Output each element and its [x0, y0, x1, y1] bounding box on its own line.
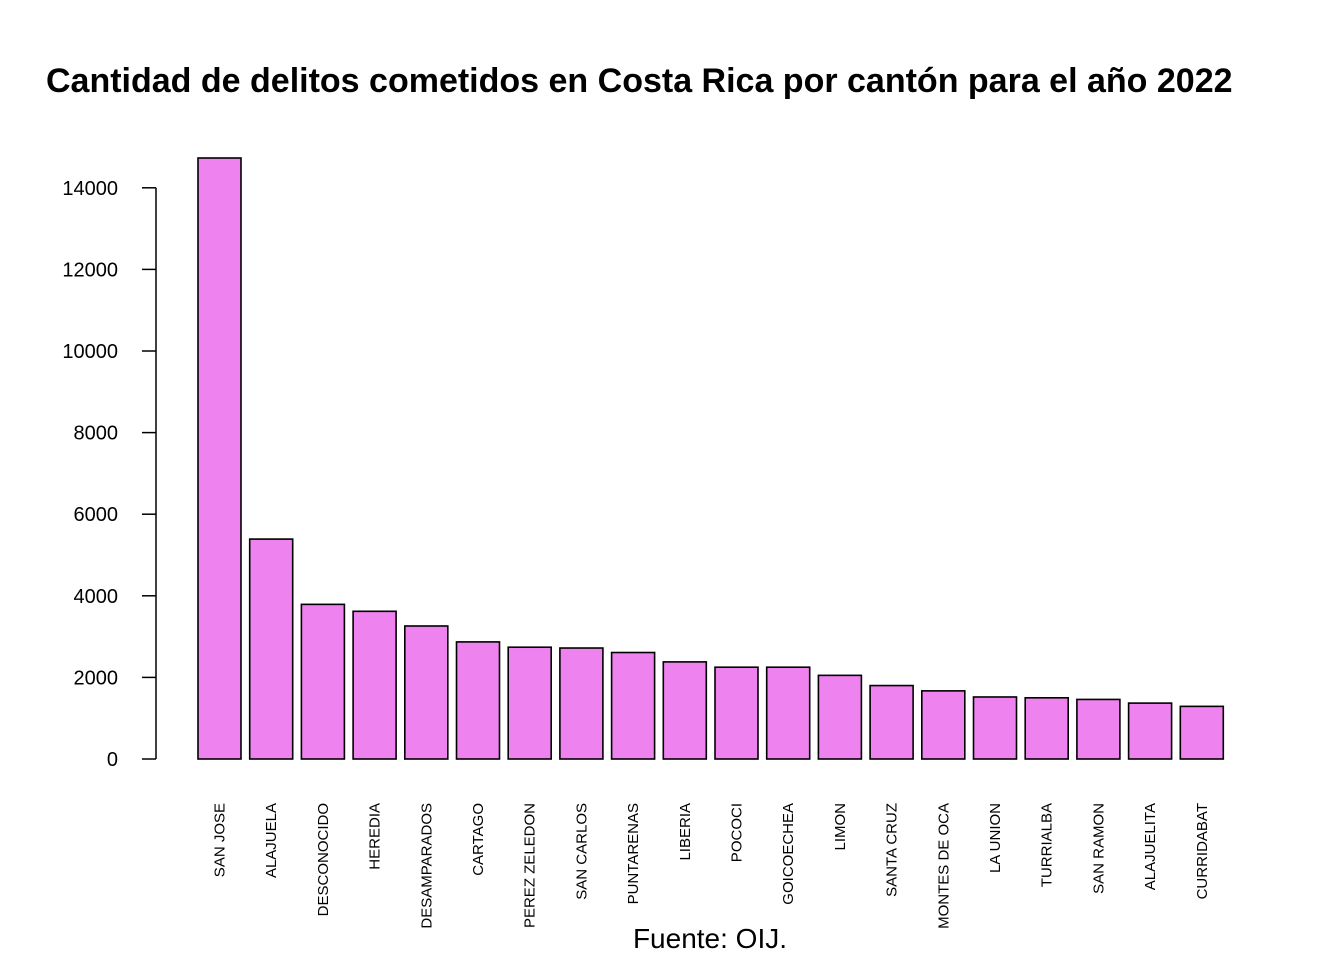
bar-alajuelita [1127, 702, 1173, 760]
x-tick-label: SAN RAMON [1090, 803, 1107, 894]
y-tick-label: 6000 [74, 504, 119, 526]
bar-desconocido [300, 603, 346, 760]
bar-liberia [662, 661, 708, 760]
x-tick-label: POCOCI [729, 803, 746, 862]
bar-la-union [972, 696, 1018, 760]
bar-perez-zeledon [507, 646, 553, 760]
x-tick-label: LIBERIA [677, 803, 694, 861]
y-tick-label: 8000 [74, 423, 119, 445]
bar-santa-cruz [869, 684, 914, 760]
bar-turrialba [1024, 696, 1069, 760]
x-tick-label: CURRIDABAT [1194, 803, 1211, 899]
x-tick-label: CARTAGO [470, 803, 487, 876]
x-tick-label: LIMON [832, 803, 849, 851]
bars-group [197, 157, 1225, 760]
x-tick-label: MONTES DE OCA [935, 803, 952, 929]
y-tick-label: 0 [107, 749, 118, 771]
x-tick-label: PUNTARENAS [625, 803, 642, 904]
bar-san-carlos [559, 647, 604, 760]
x-tick-label: DESAMPARADOS [418, 803, 435, 929]
x-tick-label: TURRIALBA [1039, 803, 1056, 887]
x-tick-label: ALAJUELA [263, 803, 280, 878]
bar-san-jose [197, 157, 242, 760]
bar-cartago [455, 641, 501, 760]
bar-puntarenas [610, 651, 656, 760]
x-tick-label: ALAJUELITA [1142, 803, 1159, 890]
y-tick-label: 2000 [74, 667, 119, 689]
x-tick-label: GOICOECHEA [780, 803, 797, 905]
chart-title: Cantidad de delitos cometidos en Costa R… [46, 62, 1233, 100]
y-tick-label: 10000 [62, 341, 118, 363]
bar-limon [817, 674, 863, 760]
x-tick-label: PEREZ ZELEDON [522, 803, 539, 928]
y-axis: 0 2000 4000 6000 8000 10000 12000 14000 [62, 178, 157, 771]
bar-curridabat [1179, 705, 1225, 760]
bar-desamparados [403, 625, 449, 760]
x-tick-label: SAN CARLOS [573, 803, 590, 900]
x-tick-label: DESCONOCIDO [315, 803, 332, 916]
y-tick-label: 4000 [74, 586, 119, 608]
bar-montes-de-oca [920, 690, 966, 760]
y-tick-label: 14000 [62, 178, 118, 200]
bar-heredia [352, 610, 397, 760]
x-tick-label: SAN JOSE [212, 803, 229, 877]
bar-pococi [714, 666, 759, 760]
chart-caption: Fuente: OIJ. [633, 923, 787, 954]
bar-san-ramon [1076, 698, 1121, 760]
x-tick-label: HEREDIA [367, 803, 384, 870]
x-tick-label: LA UNION [987, 803, 1004, 873]
bar-alajuela [248, 538, 294, 760]
x-axis-labels: SAN JOSE ALAJUELA DESCONOCIDO HEREDIA DESAMP… [212, 803, 1211, 929]
bar-goicoechea [765, 666, 811, 760]
y-tick-label: 12000 [62, 259, 118, 281]
x-tick-label: SANTA CRUZ [884, 803, 901, 897]
